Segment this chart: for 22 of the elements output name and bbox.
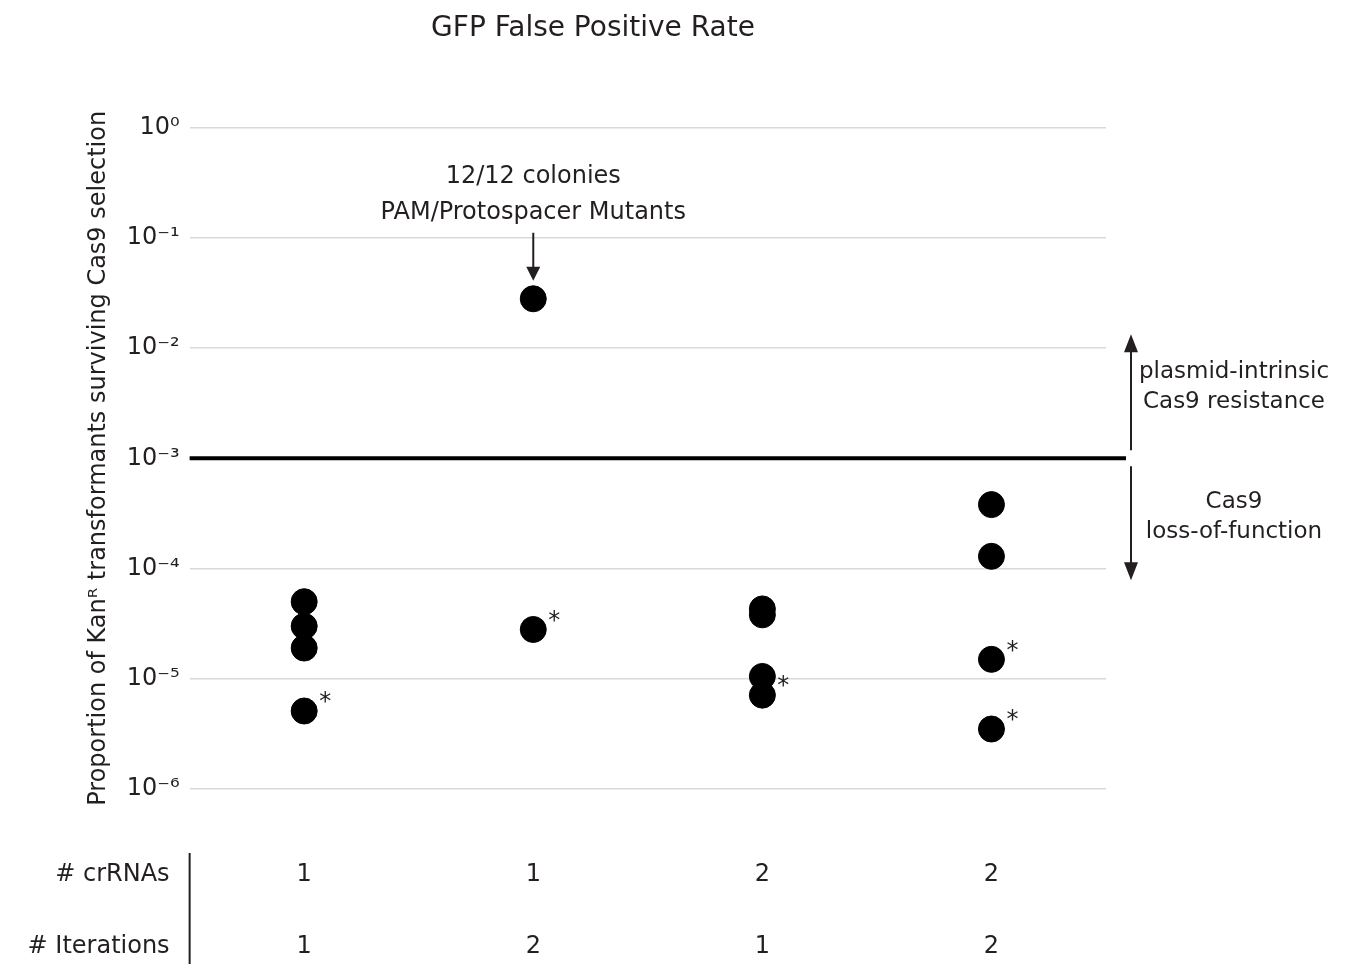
annotation: 12/12 colonies PAM/Protospacer Mutants xyxy=(380,161,686,226)
annotation: * xyxy=(777,671,790,700)
y-tick-label: 10⁰ xyxy=(139,111,180,140)
y-tick-label: 10⁻⁴ xyxy=(126,552,180,581)
text: # crRNAs # Iterations xyxy=(27,859,170,960)
annotation: * xyxy=(548,605,561,634)
y-tick-label: 10⁻¹ xyxy=(126,222,180,251)
category-label: 1 2 xyxy=(525,859,541,960)
chart-title: GFP False Positive Rate xyxy=(431,10,755,44)
y-tick-label: 10⁻³ xyxy=(126,442,180,471)
category-label: 2 1 xyxy=(754,859,770,960)
y-tick-label: 10⁻⁵ xyxy=(126,663,180,691)
y-axis-title: Proportion of Kanᴿ transformants surviving Cas9 selection xyxy=(82,110,111,806)
category-label: 1 1 xyxy=(296,859,312,960)
y-tick-label: 10⁻⁶ xyxy=(126,773,180,802)
annotation: * xyxy=(1006,635,1019,664)
annotation: * xyxy=(319,687,332,716)
y-tick-label: 10⁻² xyxy=(126,332,180,361)
text: Cas9 loss-of-function xyxy=(1145,487,1323,544)
category-label: 2 2 xyxy=(983,859,1000,960)
text: plasmid-intrinsic Cas9 resistance xyxy=(1138,357,1330,414)
annotation: * xyxy=(1006,705,1019,734)
